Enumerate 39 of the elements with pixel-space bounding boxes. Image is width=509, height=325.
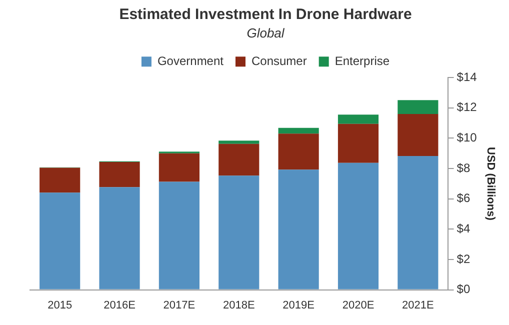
bar bbox=[398, 156, 438, 290]
bar bbox=[338, 114, 379, 124]
bar bbox=[278, 134, 319, 170]
bar bbox=[278, 128, 319, 134]
bar bbox=[158, 182, 200, 290]
chart-title: Estimated Investment In Drone Hardware bbox=[119, 6, 412, 24]
y-tick-label: $2 bbox=[456, 252, 470, 266]
x-tick-label: 2017E bbox=[163, 299, 196, 312]
bar bbox=[338, 124, 379, 163]
bar bbox=[218, 144, 260, 176]
bar bbox=[218, 140, 260, 144]
bar bbox=[398, 114, 438, 156]
bar bbox=[158, 153, 200, 182]
x-tick-label: 2021E bbox=[402, 299, 434, 312]
chart-subtitle: Global bbox=[246, 25, 286, 40]
bar bbox=[99, 162, 140, 188]
y-tick-label: $8 bbox=[456, 160, 470, 175]
legend-label: Enterprise bbox=[334, 54, 390, 68]
bar bbox=[278, 170, 319, 290]
y-tick-label: $0 bbox=[456, 282, 470, 296]
x-tick-label: 2018E bbox=[222, 299, 255, 312]
x-tick-label: 2016E bbox=[104, 299, 136, 312]
y-tick-label: $6 bbox=[456, 191, 470, 206]
x-tick-label: 2019E bbox=[282, 299, 314, 312]
y-tick-label: $14 bbox=[456, 70, 478, 84]
y-tick-label: $12 bbox=[456, 100, 478, 114]
y-tick-label: $10 bbox=[456, 130, 478, 145]
bar bbox=[338, 162, 379, 290]
y-axis-title: USD (Billions) bbox=[484, 147, 496, 221]
y-tick-label: $4 bbox=[456, 221, 470, 236]
legend-label: Government bbox=[157, 54, 224, 68]
bar bbox=[398, 100, 438, 114]
legend-label: Consumer bbox=[251, 54, 307, 68]
bar bbox=[218, 176, 260, 290]
bar bbox=[40, 168, 80, 193]
x-tick-label: 2020E bbox=[342, 299, 374, 312]
x-tick-label: 2015 bbox=[48, 299, 72, 312]
bar bbox=[99, 187, 140, 290]
bar bbox=[40, 192, 80, 290]
